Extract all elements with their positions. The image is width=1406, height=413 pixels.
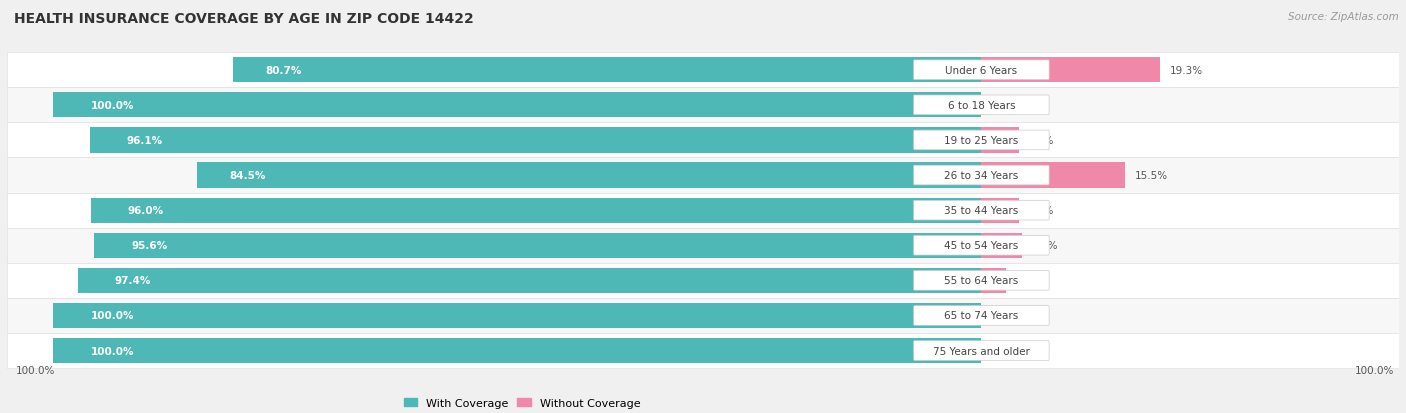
Text: 35 to 44 Years: 35 to 44 Years xyxy=(945,206,1018,216)
FancyBboxPatch shape xyxy=(914,61,1049,81)
Text: 55 to 64 Years: 55 to 64 Years xyxy=(945,275,1018,286)
Text: 19.3%: 19.3% xyxy=(1170,66,1204,76)
Bar xyxy=(53,93,981,118)
FancyBboxPatch shape xyxy=(7,263,1399,298)
Text: 0.0%: 0.0% xyxy=(991,346,1017,356)
Text: 100.0%: 100.0% xyxy=(90,101,134,111)
Text: 75 Years and older: 75 Years and older xyxy=(934,346,1029,356)
FancyBboxPatch shape xyxy=(7,333,1399,368)
Bar xyxy=(981,198,1018,223)
Text: 19 to 25 Years: 19 to 25 Years xyxy=(945,135,1018,146)
Bar xyxy=(53,338,981,363)
Text: 80.7%: 80.7% xyxy=(264,66,301,76)
Text: 0.0%: 0.0% xyxy=(991,311,1017,320)
Text: 100.0%: 100.0% xyxy=(90,346,134,356)
Text: 26 to 34 Years: 26 to 34 Years xyxy=(945,171,1018,180)
Text: 4.0%: 4.0% xyxy=(1028,135,1054,146)
Bar xyxy=(981,58,1160,83)
FancyBboxPatch shape xyxy=(7,53,1399,88)
Text: 100.0%: 100.0% xyxy=(17,365,56,375)
Bar xyxy=(981,268,1005,293)
Text: 6 to 18 Years: 6 to 18 Years xyxy=(948,101,1015,111)
Bar xyxy=(90,128,981,153)
FancyBboxPatch shape xyxy=(914,166,1049,185)
Text: Under 6 Years: Under 6 Years xyxy=(945,66,1018,76)
FancyBboxPatch shape xyxy=(914,96,1049,115)
Bar xyxy=(90,198,981,223)
FancyBboxPatch shape xyxy=(7,298,1399,333)
Text: 84.5%: 84.5% xyxy=(229,171,266,180)
Text: 96.0%: 96.0% xyxy=(128,206,163,216)
Text: 45 to 54 Years: 45 to 54 Years xyxy=(945,241,1018,251)
Bar xyxy=(77,268,981,293)
Text: 15.5%: 15.5% xyxy=(1135,171,1167,180)
Text: 0.0%: 0.0% xyxy=(991,101,1017,111)
Text: Source: ZipAtlas.com: Source: ZipAtlas.com xyxy=(1288,12,1399,22)
Text: 96.1%: 96.1% xyxy=(127,135,163,146)
Text: HEALTH INSURANCE COVERAGE BY AGE IN ZIP CODE 14422: HEALTH INSURANCE COVERAGE BY AGE IN ZIP … xyxy=(14,12,474,26)
Text: 100.0%: 100.0% xyxy=(90,311,134,320)
FancyBboxPatch shape xyxy=(914,271,1049,290)
FancyBboxPatch shape xyxy=(7,228,1399,263)
Bar xyxy=(53,303,981,328)
FancyBboxPatch shape xyxy=(7,123,1399,158)
FancyBboxPatch shape xyxy=(914,236,1049,256)
Bar xyxy=(981,128,1018,153)
FancyBboxPatch shape xyxy=(7,193,1399,228)
FancyBboxPatch shape xyxy=(7,158,1399,193)
Bar xyxy=(197,163,981,188)
Bar xyxy=(94,233,981,258)
Text: 2.6%: 2.6% xyxy=(1015,275,1042,286)
FancyBboxPatch shape xyxy=(914,201,1049,221)
Legend: With Coverage, Without Coverage: With Coverage, Without Coverage xyxy=(404,398,640,408)
Text: 4.4%: 4.4% xyxy=(1032,241,1057,251)
Text: 65 to 74 Years: 65 to 74 Years xyxy=(945,311,1018,320)
FancyBboxPatch shape xyxy=(914,306,1049,325)
Bar xyxy=(981,233,1022,258)
Text: 4.0%: 4.0% xyxy=(1028,206,1054,216)
Bar xyxy=(232,58,981,83)
Bar xyxy=(981,163,1125,188)
FancyBboxPatch shape xyxy=(914,341,1049,361)
FancyBboxPatch shape xyxy=(7,88,1399,123)
Text: 100.0%: 100.0% xyxy=(1355,365,1395,375)
Text: 95.6%: 95.6% xyxy=(131,241,167,251)
Text: 97.4%: 97.4% xyxy=(115,275,150,286)
FancyBboxPatch shape xyxy=(914,131,1049,150)
